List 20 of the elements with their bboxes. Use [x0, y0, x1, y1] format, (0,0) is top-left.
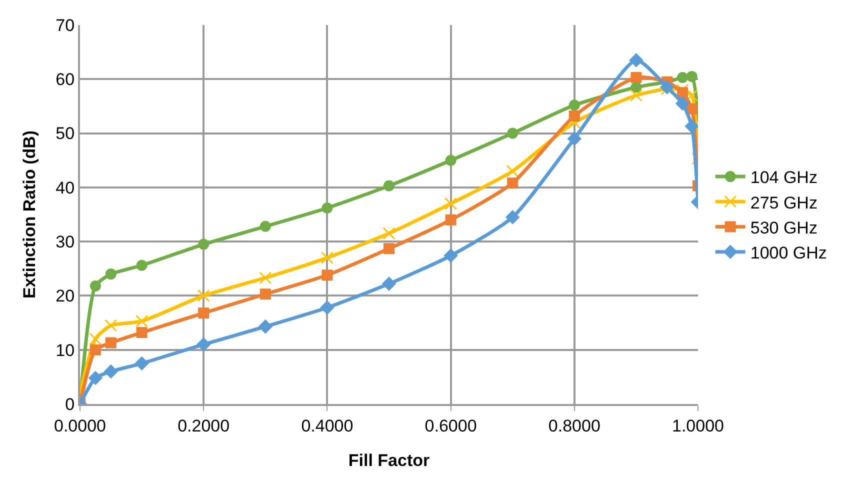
y-tick-label: 20 [56, 286, 75, 306]
x-tick-label: 0.6000 [424, 416, 477, 436]
y-tick-label: 10 [56, 340, 75, 360]
x-tick-label: 0.8000 [548, 416, 600, 436]
legend-label: 104 GHz [750, 168, 818, 188]
x-tick-label: 0.4000 [301, 416, 354, 436]
y-axis-title: Extinction Ratio (dB) [20, 130, 39, 299]
y-tick-label: 60 [56, 70, 75, 90]
y-tick-label: 0 [65, 394, 75, 414]
y-tick-label: 30 [56, 232, 75, 252]
legend-label: 275 GHz [750, 193, 818, 212]
y-tick-label: 50 [56, 124, 75, 144]
x-axis-title: Fill Factor [348, 451, 430, 470]
x-tick-label: 0.0000 [54, 416, 106, 436]
y-tick-label: 70 [56, 16, 75, 35]
legend-label: 530 GHz [750, 218, 818, 238]
y-tick-label: 40 [56, 178, 75, 198]
x-tick-label: 1.0000 [672, 416, 724, 436]
x-tick-label: 0.2000 [178, 416, 230, 436]
legend-label: 1000 GHz [750, 243, 827, 262]
